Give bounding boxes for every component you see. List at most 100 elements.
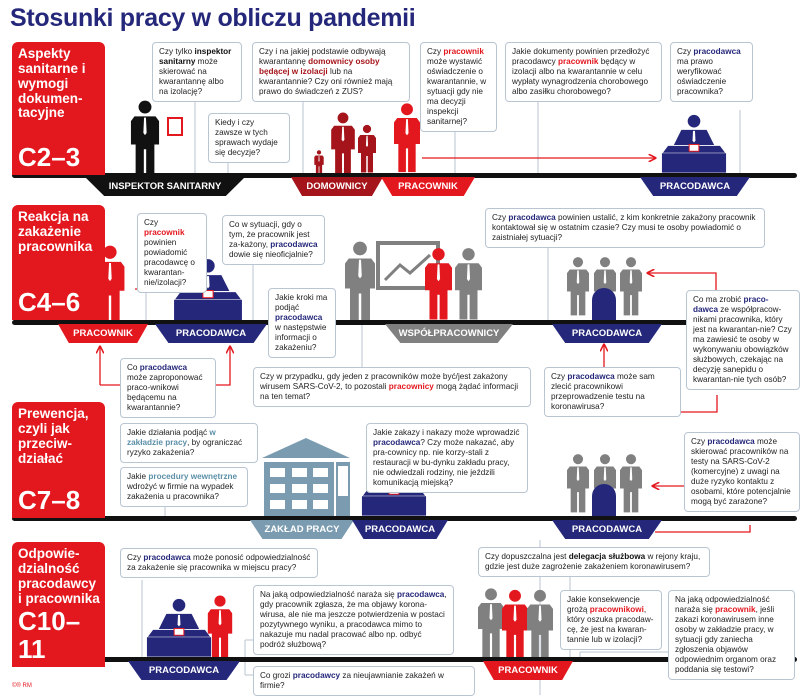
question-text: Co w sytuacji, gdy o tym, że pracownik j… — [229, 220, 310, 249]
question-text: Czy w przypadku, gdy jeden z pracowników… — [260, 372, 508, 391]
employer-with-team-figures — [567, 257, 642, 322]
highlight-text: pracodawca — [373, 438, 421, 447]
highlight-text: pracodawca — [270, 240, 318, 249]
label-employer: PRACODAWCA — [128, 661, 240, 680]
question-box: Czy tylko inspektor sanitarny może skier… — [152, 42, 242, 102]
employer-desk-figure — [661, 114, 727, 174]
coworkers-figures — [345, 241, 482, 321]
label-employer: PRACODAWCA — [352, 520, 448, 539]
question-text: Czy — [492, 213, 509, 222]
question-text: Czy — [427, 47, 444, 56]
inspector-figure — [130, 100, 183, 175]
page-title: Stosunki pracy w obliczu pandemii — [10, 4, 416, 32]
section-heading: Aspekty sanitarne i wymogi dokumen-tacyj… — [18, 46, 86, 121]
question-box: Jakie procedury wewnętrzne wdrożyć w fir… — [120, 467, 248, 507]
question-text: Czy — [677, 47, 694, 56]
section-heading: Odpowie-dzialność pracodawcy i pracownik… — [18, 546, 100, 606]
question-box: Na jaką odpowiedzialność naraża się prac… — [668, 590, 795, 680]
question-text: Jakie — [127, 472, 149, 481]
question-box: Jakie kroki ma podjąć pracodawca w nastę… — [268, 288, 336, 358]
baseline — [12, 516, 797, 521]
question-text: Jakie kroki ma podjąć — [275, 293, 328, 312]
question-text: ? Czy może nakazać, aby pra-cownicy np. … — [373, 438, 515, 487]
highlight-text: procedury wewnętrzne — [148, 472, 238, 481]
workers-group-figures — [478, 588, 553, 659]
highlight-text: domownicy osoby będącej w izolacji — [259, 57, 380, 76]
question-text: w rejony kraju, gdzie jest duże zagrożen… — [485, 552, 701, 571]
question-text: Czy tylko — [159, 47, 195, 56]
question-box: Kiedy i czy zawsze w tych sprawach wydaj… — [208, 113, 290, 163]
section-code: C2–3 — [18, 141, 81, 172]
question-box: Czy i na jakiej podstawie odbywają kwara… — [252, 42, 410, 102]
label-worker: PRACOWNIK — [381, 177, 475, 196]
label-inspector: INSPEKTOR SANITARNY — [85, 177, 245, 196]
highlight-text: pracownik — [557, 57, 599, 66]
question-box: Czy pracodawca powinien ustalić, z kim k… — [485, 208, 765, 248]
question-box: Czy pracownik może wystawić oświadczenie… — [420, 42, 497, 132]
question-box: Jakie zakazy i nakazy może wprowadzić pr… — [366, 423, 528, 493]
highlight-text: pracownik — [144, 228, 185, 237]
highlight-text: pracodawca — [275, 313, 323, 322]
section-sanitary: Aspekty sanitarne i wymogi dokumen-tacyj… — [12, 42, 105, 175]
question-text: Na jaką odpowiedzialność naraża się — [260, 590, 397, 599]
question-text: dowie się nieoficjalnie? — [229, 250, 313, 259]
highlight-text: pracodawca — [707, 437, 755, 446]
section-heading: Prewencja, czyli jak przeciw-działać — [18, 406, 89, 466]
question-text: Czy dopuszczalna jest — [485, 552, 569, 561]
question-text: Jakie dokumenty powinien przedłożyć prac… — [512, 47, 650, 66]
highlight-text: delegacja służbowa — [568, 552, 646, 561]
label-employer: PRACODAWCA — [552, 324, 662, 343]
question-text: Jakie zakazy i nakazy może wprowadzić — [373, 428, 520, 437]
question-text: Czy — [551, 372, 568, 381]
highlight-text: pracodawca — [693, 47, 741, 56]
label-employer: PRACODAWCA — [640, 177, 750, 196]
question-text: Czy i na jakiej podstawie odbywają kwara… — [259, 47, 386, 66]
question-text: mogą żądać informacji na ten temat? — [260, 382, 519, 401]
highlight-text: pracodawca — [508, 213, 556, 222]
question-box: Czy pracodawca ma prawo weryfikować oświ… — [670, 42, 753, 102]
question-text: , by ograniczać ryzyko zakażenia? — [127, 438, 243, 457]
highlight-text: pracodawca — [397, 590, 445, 599]
section-heading: Reakcja na zakażenie pracownika — [18, 209, 93, 254]
highlight-text: w zakładzie pracy — [127, 428, 216, 447]
question-text: może skierować na kwarantannę albo na iz… — [159, 57, 224, 96]
section-code: C7–8 — [18, 484, 81, 515]
question-text: Jakie działania podjąć — [127, 428, 210, 437]
section-code: C10–11 — [18, 606, 81, 664]
question-text: Na jaką odpowiedzialność naraża się — [675, 595, 770, 614]
label-household: DOMOWNICY — [291, 177, 383, 196]
question-text: , który oszuka pracodaw-cę, że jest na k… — [567, 605, 654, 644]
question-box: Na jaką odpowiedzialność naraża się prac… — [253, 585, 454, 655]
baseline — [12, 657, 797, 662]
highlight-text: pracownikowi — [589, 605, 644, 614]
baseline — [12, 320, 797, 325]
question-box: Czy pracodawca może ponosić odpowiedzial… — [120, 548, 318, 578]
highlight-text: pracodawcy — [292, 671, 341, 680]
question-text: Czy — [144, 218, 159, 227]
question-text: za nieujawnianie zakażeń w firmie? — [260, 671, 444, 690]
section-code: C4–6 — [18, 286, 81, 317]
section-infection-response: Reakcja na zakażenie pracownika C4–6 — [12, 205, 105, 320]
question-text: wdrożyć w firmie na wypadek zakażenia u … — [127, 482, 234, 501]
question-text: może ponosić odpowiedzialność za zakażen… — [127, 553, 311, 572]
employer-with-team-figures — [567, 454, 642, 518]
question-box: Czy pracodawca może sam zlecić pracownik… — [544, 367, 681, 417]
question-text: Co ma zrobić — [693, 295, 744, 304]
question-text: w następstwie informacji o zakażeniu? — [275, 323, 327, 352]
question-box: Co w sytuacji, gdy o tym, że pracownik j… — [222, 215, 325, 265]
question-text: Kiedy i czy zawsze w tych sprawach wydaj… — [215, 118, 278, 157]
highlight-text: praco-dawca — [693, 295, 769, 314]
highlight-text: pracodawca — [143, 553, 191, 562]
highlight-text: pracownicy — [388, 382, 434, 391]
question-text: może sam zlecić pracownikowi przeprowadz… — [551, 372, 655, 411]
question-text: powinien ustalić, z kim konkretnie zakaż… — [492, 213, 756, 242]
highlight-text: pracodawca — [567, 372, 615, 381]
question-text: lub na kwarantannie? Czy oni również maj… — [259, 67, 393, 96]
question-box: Czy pracodawca może skierować pracownikó… — [684, 432, 800, 512]
question-box: Co pracodawca może zaproponować praco-wn… — [120, 358, 216, 418]
label-coworkers: WSPÓŁPRACOWNICY — [385, 324, 513, 343]
footer-credit: ©® RM — [12, 683, 32, 689]
workplace-building-figure — [262, 438, 350, 518]
highlight-text: inspektor sanitarny — [159, 47, 232, 66]
